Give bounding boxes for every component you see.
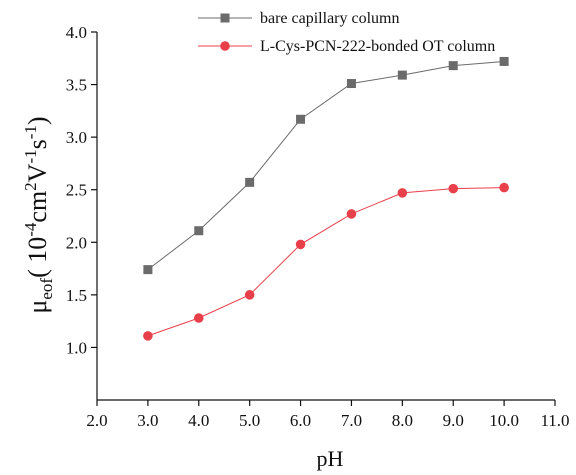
legend-marker (220, 41, 230, 51)
data-point (244, 290, 255, 300)
svg-text:μeof( 10-4cm2V-1s-1): μeof( 10-4cm2V-1s-1) (21, 116, 56, 313)
data-point (295, 239, 306, 250)
series-2 (143, 182, 509, 341)
data-point (499, 182, 509, 193)
data-point (245, 177, 255, 187)
data-point (193, 313, 204, 323)
y-tick-label: 1.5 (66, 286, 87, 305)
axes (96, 32, 555, 401)
series-1 (143, 56, 509, 275)
data-point (346, 209, 357, 219)
x-tick-label: 5.0 (239, 411, 260, 430)
x-tick-label: 11.0 (540, 411, 569, 430)
x-tick-label: 6.0 (290, 411, 311, 430)
y-tick-label: 3.5 (66, 76, 87, 95)
y-label-exp4: -1 (21, 125, 40, 139)
y-tick-label: 3.0 (66, 128, 87, 147)
y-label-close: ) (23, 116, 52, 125)
x-axis-title: pH (317, 446, 344, 471)
legend-item: L-Cys-PCN-222-bonded OT column (198, 38, 495, 55)
data-point (397, 70, 407, 80)
data-point (194, 226, 204, 236)
series-layer (143, 56, 509, 341)
data-point (499, 56, 509, 66)
legend: bare capillary column L-Cys-PCN-222-bonde… (198, 10, 495, 55)
x-tick-label: 2.0 (86, 411, 107, 430)
legend-marker (220, 13, 230, 23)
y-tick-label: 4.0 (66, 23, 87, 42)
data-point (448, 61, 458, 71)
data-point (448, 183, 459, 194)
y-tick-label: 2.5 (66, 181, 87, 200)
y-ticks: 1.0 1.5 2.0 2.5 3.0 3.5 4.0 (66, 23, 97, 357)
x-tick-label: 3.0 (137, 411, 158, 430)
y-label-sub: eof (37, 278, 56, 300)
x-ticks: 2.0 3.0 4.0 5.0 6.0 7.0 8.0 9.0 10.0 11.0 (86, 400, 570, 430)
y-tick-label: 2.0 (66, 233, 87, 252)
x-tick-label: 4.0 (188, 411, 209, 430)
x-tick-label: 10.0 (489, 411, 519, 430)
series-line (147, 60, 505, 271)
legend-label: L-Cys-PCN-222-bonded OT column (260, 38, 495, 55)
y-label-cm: cm (23, 191, 52, 223)
y-label-mu: μ (23, 300, 52, 314)
y-label-exp2: 2 (21, 182, 40, 191)
x-tick-label: 9.0 (443, 411, 464, 430)
y-label-v: V (23, 163, 52, 182)
series-line (147, 187, 505, 337)
legend-label: bare capillary column (260, 10, 400, 27)
y-tick-label: 1.0 (66, 338, 87, 357)
y-label-s: s (23, 139, 52, 149)
x-tick-label: 8.0 (392, 411, 413, 430)
data-point (296, 114, 306, 124)
y-label-exp1: -4 (21, 222, 40, 237)
x-tick-label: 7.0 (341, 411, 362, 430)
data-point (346, 79, 356, 89)
y-label-open: ( 10 (23, 237, 52, 278)
data-point (397, 188, 408, 198)
legend-item: bare capillary column (198, 10, 400, 27)
y-label-exp3: -1 (21, 149, 40, 163)
data-point (143, 331, 153, 341)
y-axis-title: μeof( 10-4cm2V-1s-1) (21, 116, 56, 313)
data-point (143, 265, 153, 275)
